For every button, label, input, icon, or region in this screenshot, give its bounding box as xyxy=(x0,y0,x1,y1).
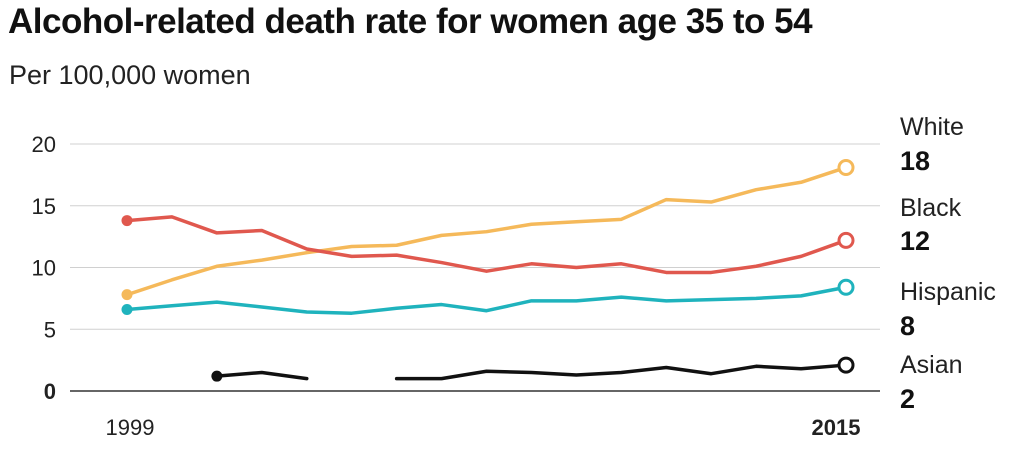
x-tick-label: 2015 xyxy=(812,415,861,440)
series-line-segment xyxy=(125,285,848,315)
series-start-point xyxy=(121,289,133,301)
series-asian xyxy=(211,356,855,382)
series-end-value-white: 18 xyxy=(900,146,930,176)
series-line-segment xyxy=(125,215,848,275)
series-lines xyxy=(121,158,855,382)
y-tick-label: 0 xyxy=(44,379,56,404)
series-hispanic xyxy=(121,278,855,315)
y-tick-label: 15 xyxy=(32,194,56,219)
series-line-segment xyxy=(394,363,848,381)
series-label-hispanic: Hispanic xyxy=(900,278,996,306)
y-tick-label: 10 xyxy=(32,256,56,281)
x-tick-label: 1999 xyxy=(106,415,155,440)
y-tick-label: 5 xyxy=(44,317,56,342)
series-start-point xyxy=(121,303,133,315)
series-end-value-asian: 2 xyxy=(900,384,915,414)
series-line-segment xyxy=(125,165,848,297)
series-end-point xyxy=(837,356,855,374)
series-black xyxy=(121,215,855,275)
chart-subtitle: Per 100,000 women xyxy=(9,60,251,90)
chart-title: Alcohol-related death rate for women age… xyxy=(8,2,813,41)
series-end-point xyxy=(837,278,855,296)
x-axis-ticks: 1999 2015 xyxy=(106,415,861,440)
series-end-value-hispanic: 8 xyxy=(900,311,915,341)
series-white xyxy=(121,158,855,301)
series-labels: White 18 Black 12 Hispanic 8 Asian 2 xyxy=(900,113,996,414)
series-end-point xyxy=(837,158,855,176)
series-end-value-black: 12 xyxy=(900,226,930,256)
series-label-asian: Asian xyxy=(900,351,963,379)
series-label-black: Black xyxy=(900,194,962,222)
series-start-point xyxy=(211,370,223,382)
series-start-point xyxy=(121,215,133,227)
series-line-segment xyxy=(215,370,309,381)
y-tick-label: 20 xyxy=(32,132,56,157)
series-label-white: White xyxy=(900,113,964,141)
series-end-point xyxy=(837,231,855,249)
y-axis-ticks: 0 5 10 15 20 xyxy=(32,132,56,404)
